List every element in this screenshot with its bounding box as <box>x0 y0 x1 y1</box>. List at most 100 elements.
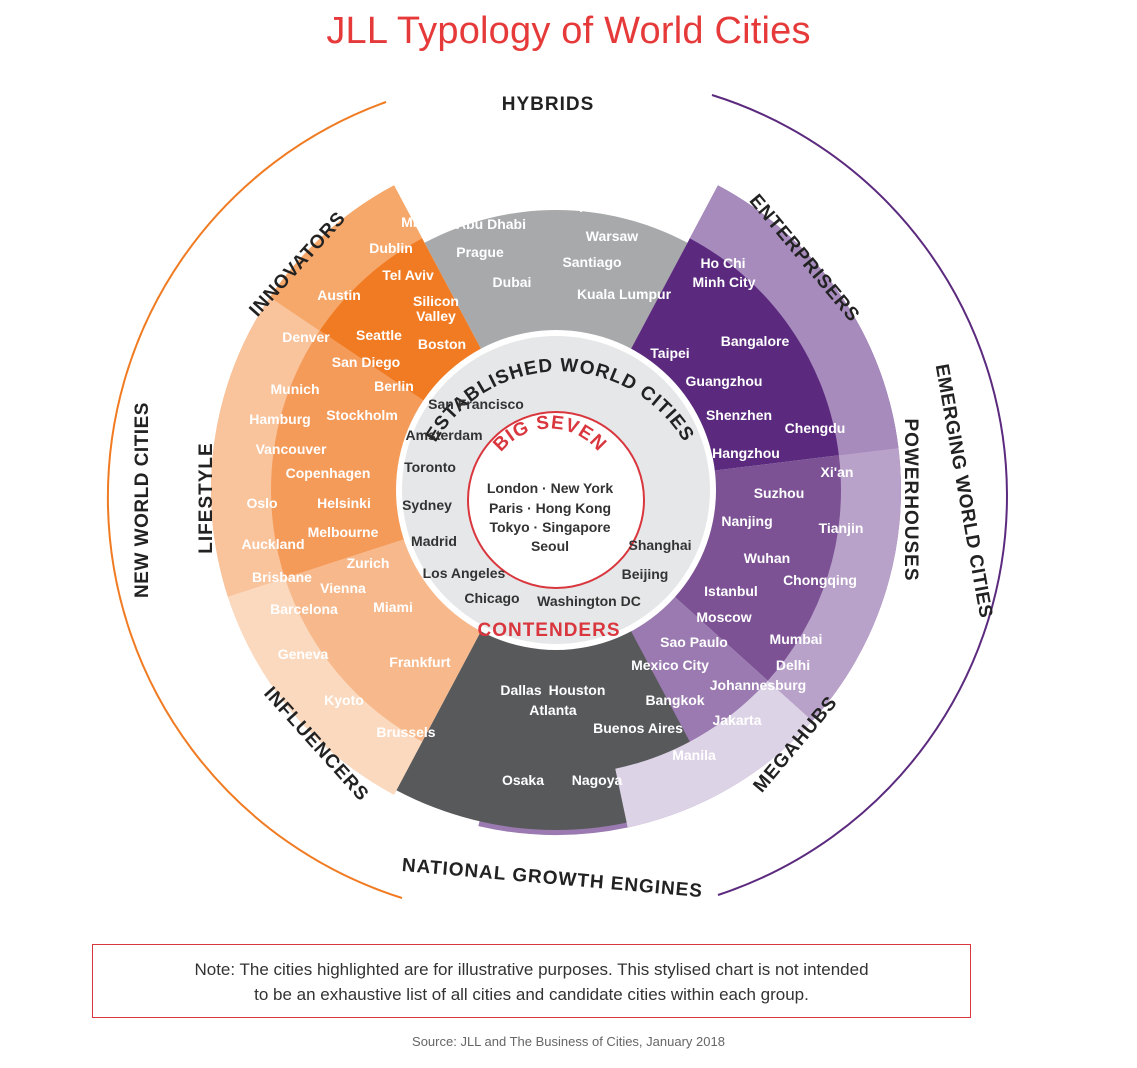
lifestyle-city: Miami <box>373 599 413 615</box>
segments-group <box>210 185 901 836</box>
innovators-city: Berlin <box>374 378 414 394</box>
lifestyle-city: Melbourne <box>308 524 379 540</box>
influencers-city: Brussels <box>376 724 435 740</box>
hybrids-city: Prague <box>456 244 504 260</box>
lifestyle-city: Auckland <box>241 536 304 552</box>
established-city: Washington DC <box>537 593 641 609</box>
megahubs-city: Buenos Aires <box>593 720 683 736</box>
megahubs-band <box>615 680 813 828</box>
megahubs-city: Jakarta <box>712 712 761 728</box>
lifestyle-city: Helsinki <box>317 495 371 511</box>
innovators-city: Milan <box>401 214 437 230</box>
big-seven-line: Seoul <box>531 538 569 554</box>
note-box: Note: The cities highlighted are for ill… <box>92 944 971 1018</box>
hybrids-city: Abu Dhabi <box>456 216 526 232</box>
megahubs-city: Manila <box>672 747 716 763</box>
big-seven-line: London · New York <box>487 480 613 496</box>
new-world-cities-label: NEW WORLD CITIES <box>132 402 153 598</box>
national_growth_engines-city: Houston <box>549 682 606 698</box>
page-title: JLL Typology of World Cities <box>326 10 811 52</box>
megahubs-city: Mexico City <box>631 657 709 673</box>
established-city: Chicago <box>464 590 519 606</box>
innovators-city: Dublin <box>369 240 413 256</box>
enterprisers-city: Bangalore <box>721 333 790 349</box>
innovators-city: Boston <box>418 336 466 352</box>
lifestyle-city: Munich <box>271 381 320 397</box>
established-city: Amsterdam <box>405 427 482 443</box>
emerging-world-cities-label: EMERGING WORLD CITIES <box>931 362 996 619</box>
lifestyle-label: LIFESTYLE <box>196 442 217 553</box>
powerhouses-city: Nanjing <box>721 513 772 529</box>
enterprisers-band <box>689 185 899 456</box>
big-seven-circle <box>467 411 645 589</box>
established-city: Beijing <box>622 566 669 582</box>
lifestyle-city: Stockholm <box>326 407 398 423</box>
powerhouses-label: POWERHOUSES <box>900 418 921 581</box>
enterprisers-city: Minh City <box>693 274 756 290</box>
hybrids-city: Budapest <box>544 196 608 212</box>
national_growth_engines-city: Osaka <box>502 772 544 788</box>
innovators-band <box>269 185 423 331</box>
influencers-city: Frankfurt <box>389 654 451 670</box>
powerhouses-city: Chongqing <box>783 572 857 588</box>
powerhouses-city: Xi'an <box>821 464 854 480</box>
lifestyle-city: Vienna <box>320 580 366 596</box>
lifestyle-city: Oslo <box>246 495 277 511</box>
megahubs-city: Sao Paulo <box>660 634 728 650</box>
hybrids-city: Dubai <box>493 274 532 290</box>
influencers-band <box>227 578 423 795</box>
powerhouses-city: Hangzhou <box>712 445 780 461</box>
influencers-city: Geneva <box>278 646 329 662</box>
lifestyle-band <box>210 297 320 597</box>
hybrids-label: HYBRIDS <box>502 94 595 115</box>
emerging-world-arc <box>711 94 1008 896</box>
hybrids-city: Warsaw <box>586 228 639 244</box>
hybrids-city: Kuala Lumpur <box>577 286 672 302</box>
enterprisers-city: Guangzhou <box>686 373 763 389</box>
note-line-2: to be an exhaustive list of all cities a… <box>254 985 809 1004</box>
established-city: Madrid <box>411 533 457 549</box>
national_growth_engines-city: Atlanta <box>529 702 577 718</box>
innovators-city: Tel Aviv <box>382 267 434 283</box>
hybrids-wedge <box>424 210 688 358</box>
powerhouses-city: Suzhou <box>754 485 805 501</box>
megahubs-city: Mumbai <box>770 631 823 647</box>
hybrids-city: Bucharest <box>562 159 631 175</box>
established-city: Sydney <box>402 497 452 513</box>
influencers-city: Kyoto <box>324 692 364 708</box>
typology-wheel: HYBRIDSENTERPRISERSPOWERHOUSESMEGAHUBSNA… <box>106 94 1008 902</box>
hybrids-city: Doha <box>478 149 513 165</box>
national_growth_engines-city: Dallas <box>500 682 541 698</box>
innovators-city: San Diego <box>332 354 400 370</box>
megahubs-city: Johannesburg <box>710 677 806 693</box>
powerhouses-city: Chengdu <box>785 420 846 436</box>
big-seven-line: Paris · Hong Kong <box>489 500 611 516</box>
established-city: Toronto <box>404 459 456 475</box>
big-seven-line: Tokyo · Singapore <box>489 519 610 535</box>
contenders-label: CONTENDERS <box>477 620 620 641</box>
innovators-city: Denver <box>282 329 330 345</box>
innovators-city: Silicon <box>413 293 459 309</box>
national_growth_engines-city: Nagoya <box>572 772 623 788</box>
powerhouses-city: Tianjin <box>819 520 864 536</box>
megahubs-city: Moscow <box>696 609 751 625</box>
established-city: San Francisco <box>428 396 524 412</box>
national-growth-engines-label: NATIONAL GROWTH ENGINES <box>401 855 704 902</box>
powerhouses-city: Shenzhen <box>706 407 772 423</box>
innovators-city: Austin <box>317 287 361 303</box>
powerhouses-city: Wuhan <box>744 550 790 566</box>
innovators-city: Seattle <box>356 327 402 343</box>
lifestyle-city: Hamburg <box>249 411 310 427</box>
innovators-city: Valley <box>416 308 456 324</box>
lifestyle-city: Vancouver <box>256 441 327 457</box>
lifestyle-city: Brisbane <box>252 569 312 585</box>
lifestyle-city: Barcelona <box>270 601 338 617</box>
enterprisers-city: Taipei <box>650 345 689 361</box>
enterprisers-city: Ho Chi <box>700 255 745 271</box>
powerhouses-band <box>767 447 901 721</box>
lifestyle-city: Zurich <box>347 555 390 571</box>
megahubs-city: Istanbul <box>704 583 758 599</box>
megahubs-city: Bangkok <box>645 692 704 708</box>
established-city: Shanghai <box>628 537 691 553</box>
